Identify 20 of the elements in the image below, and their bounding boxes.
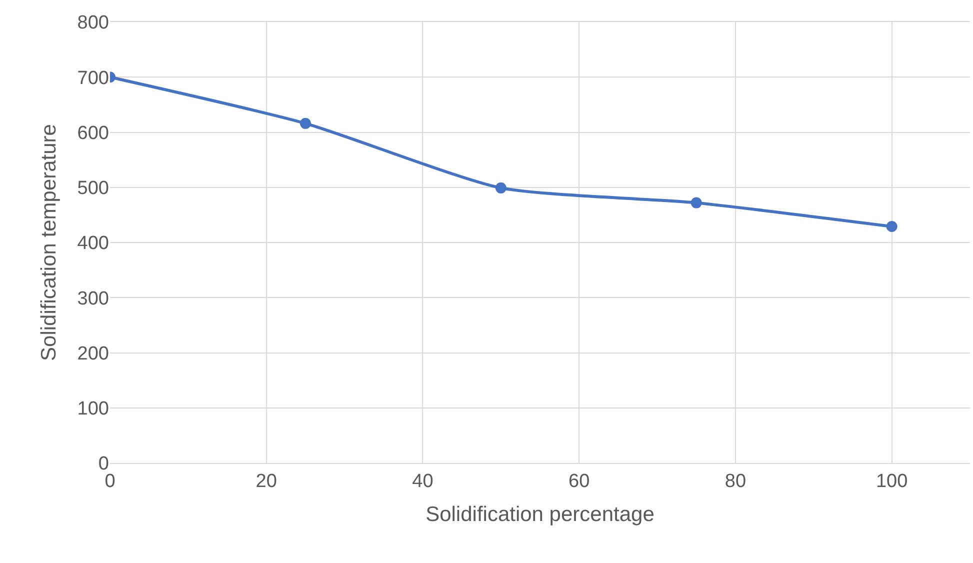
point (495, 182, 506, 194)
x-tick-label: 100 (876, 470, 908, 492)
point (300, 118, 311, 129)
y-tick-label: 400 (77, 233, 109, 254)
y-axis-title: Solidification temperature (37, 124, 60, 361)
y-tick-label: 800 (77, 12, 109, 34)
x-tick-label: 60 (568, 470, 590, 492)
x-tick-label: 80 (724, 470, 746, 492)
x-tick-label: 40 (412, 470, 434, 492)
point (690, 197, 702, 208)
point (886, 221, 898, 232)
y-tick-label: 600 (77, 122, 109, 144)
x-axis-title: Solidification percentage (426, 503, 654, 526)
x-tick-label: 20 (256, 470, 277, 492)
y-tick-label: 0 (98, 454, 109, 475)
y-tick-label: 300 (77, 288, 109, 310)
y-tick-label: 200 (77, 343, 109, 364)
y-tick-label: 500 (77, 178, 109, 200)
y-tick-label: 700 (77, 68, 109, 89)
y-tick-label: 100 (77, 398, 109, 420)
